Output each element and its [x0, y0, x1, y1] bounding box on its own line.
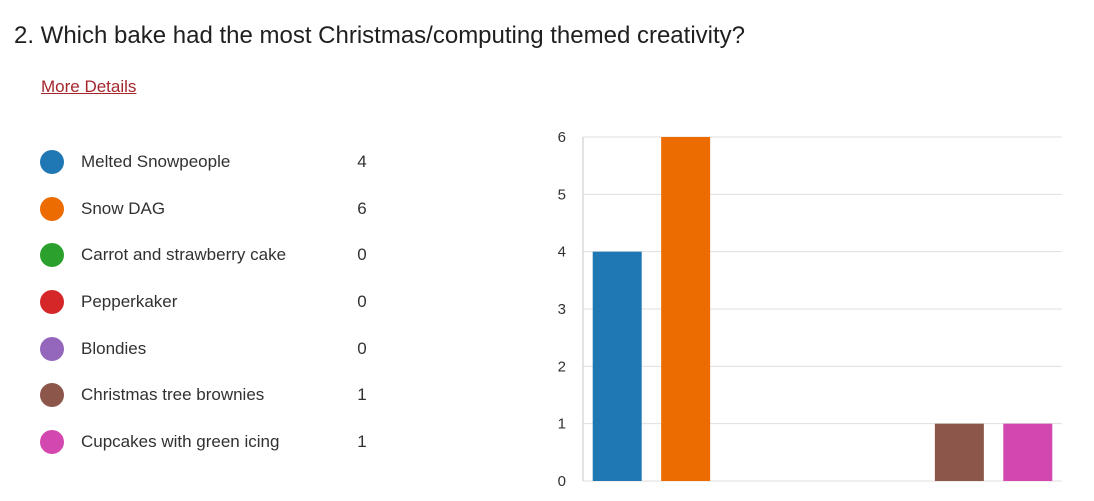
- legend-count: 0: [357, 245, 367, 265]
- legend-label: Carrot and strawberry cake: [81, 245, 287, 265]
- legend-color-dot: [40, 383, 64, 408]
- legend-color-dot: [40, 196, 64, 221]
- legend-label: Melted Snowpeople: [81, 152, 231, 171]
- bar[interactable]: [592, 251, 642, 481]
- y-tick-label: 0: [558, 473, 566, 490]
- y-tick-label: 3: [558, 301, 566, 318]
- legend-count: 1: [357, 385, 367, 405]
- legend-color-dot: [40, 430, 64, 455]
- legend-item: Pepperkaker 0: [40, 282, 380, 329]
- y-tick-label: 1: [558, 416, 566, 433]
- legend-color-dot: [40, 150, 64, 174]
- bar-chart: 0 1 2 3 4 5 6: [558, 129, 1062, 490]
- legend-count: 1: [357, 432, 367, 452]
- y-tick-label: 4: [558, 244, 566, 261]
- bar[interactable]: [934, 423, 984, 481]
- legend-item: Snow DAG 6: [40, 189, 380, 236]
- legend-color-dot: [40, 243, 64, 268]
- legend-count: 0: [357, 338, 367, 358]
- legend-label: Pepperkaker: [81, 292, 178, 312]
- more-details-link[interactable]: More Details: [41, 77, 137, 96]
- legend-label: Christmas tree brownies: [81, 385, 265, 405]
- legend-count: 4: [357, 152, 367, 171]
- legend-label: Cupcakes with green icing: [81, 432, 280, 452]
- legend-item: Cupcakes with green icing 1: [40, 422, 380, 469]
- legend-label: Snow DAG: [81, 198, 166, 218]
- legend-item: Melted Snowpeople 4: [40, 142, 380, 189]
- bar[interactable]: [1003, 423, 1053, 481]
- legend-item: Blondies 0: [40, 329, 380, 376]
- chart-legend: Melted Snowpeople 4 Snow DAG 6 Carrot and st…: [40, 142, 380, 469]
- legend-count: 0: [357, 292, 367, 312]
- question-title: 2. Which bake had the most Christmas/com…: [14, 22, 745, 49]
- legend-label: Blondies: [81, 338, 147, 358]
- bar[interactable]: [661, 137, 711, 481]
- legend-count: 6: [357, 198, 367, 218]
- y-tick-label: 2: [558, 358, 566, 375]
- legend-color-dot: [40, 290, 64, 315]
- legend-item: Carrot and strawberry cake 0: [40, 235, 380, 282]
- legend-color-dot: [40, 336, 64, 361]
- legend-item: Christmas tree brownies 1: [40, 375, 380, 422]
- y-tick-label: 5: [558, 186, 566, 203]
- y-tick-label: 6: [558, 129, 566, 146]
